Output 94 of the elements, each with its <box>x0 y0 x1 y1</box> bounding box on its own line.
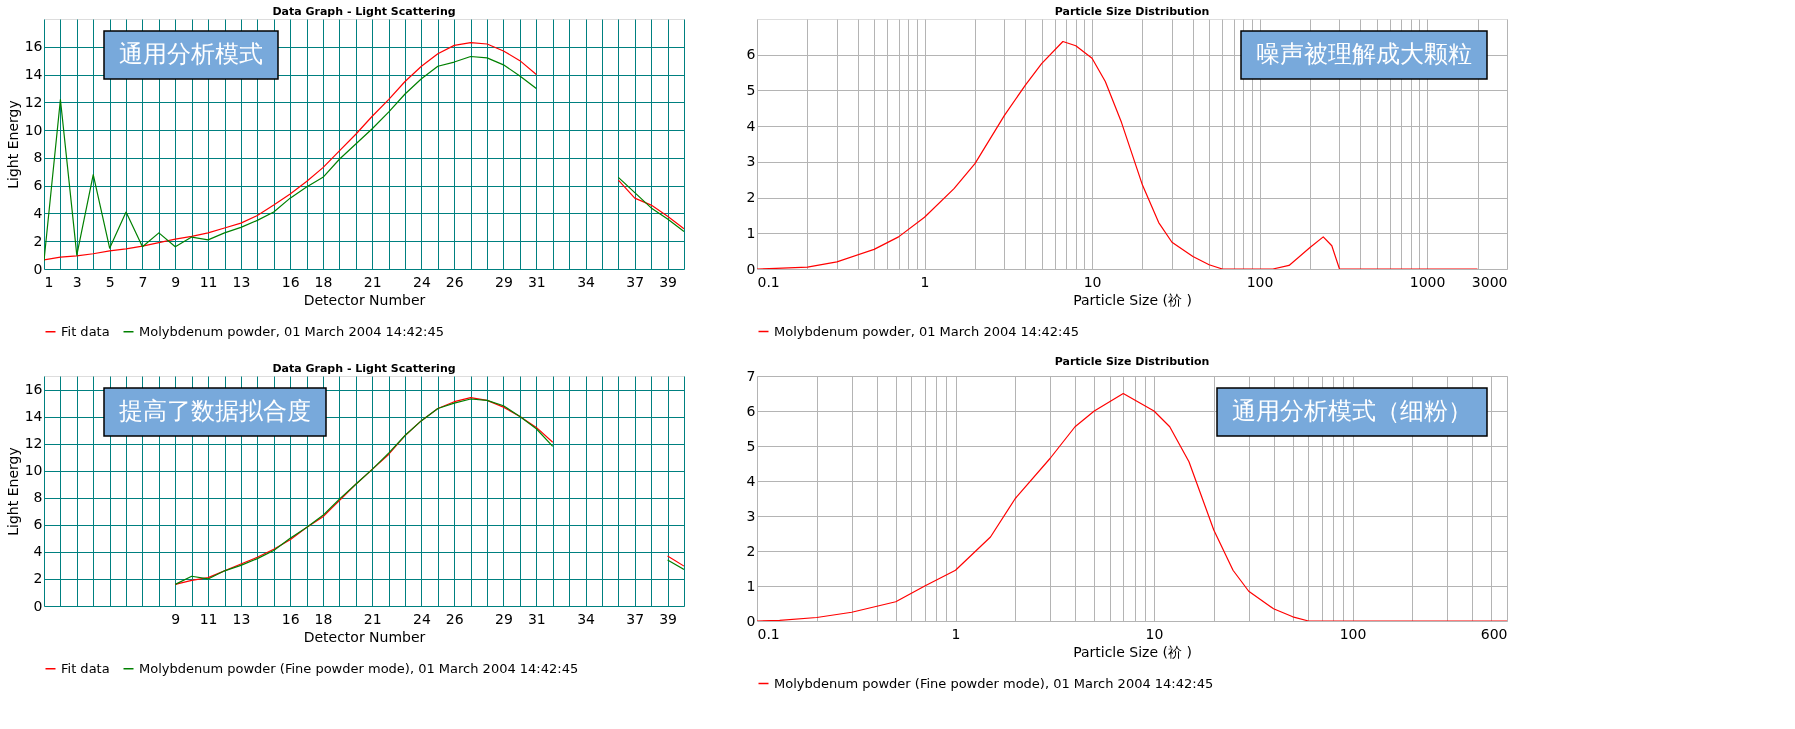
x-tick-label: 1000 <box>1409 273 1446 290</box>
y-tick-label: 1 <box>746 224 756 241</box>
x-tick-label: 3000 <box>1471 273 1508 290</box>
x-tick-label: 37 <box>626 610 645 627</box>
x-tick-label: 31 <box>527 273 546 290</box>
x-tick-label: 3 <box>72 273 82 290</box>
y-tick-label: 2 <box>33 570 43 587</box>
chart-title: Particle Size Distribution <box>1054 5 1210 18</box>
x-tick-label: 29 <box>495 610 513 627</box>
x-tick-label: 16 <box>281 610 300 627</box>
y-tick-label: 0 <box>746 260 756 277</box>
x-tick-label: 26 <box>445 610 464 627</box>
y-tick-label: 2 <box>746 542 756 559</box>
x-tick-label: 0.1 <box>757 625 780 642</box>
annotation: 通用分析模式 <box>119 40 263 68</box>
y-tick-label: 6 <box>746 402 756 419</box>
y-tick-label: 14 <box>24 66 43 83</box>
legend-label: Molybdenum powder, 01 March 2004 14:42:45 <box>774 323 1079 339</box>
y-tick-label: 12 <box>24 93 43 110</box>
y-tick-label: 14 <box>24 408 43 425</box>
y-tick-label: 5 <box>746 81 756 98</box>
x-tick-label: 26 <box>445 273 464 290</box>
x-tick-label: 5 <box>105 273 115 290</box>
x-tick-label: 18 <box>314 610 333 627</box>
y-tick-label: 8 <box>33 149 43 166</box>
x-tick-label: 37 <box>626 273 645 290</box>
x-tick-label: 24 <box>413 273 431 290</box>
y-tick-label: 16 <box>24 381 43 398</box>
x-tick-label: 34 <box>577 610 596 627</box>
legend-label: Molybdenum powder, 01 March 2004 14:42:45 <box>139 323 444 339</box>
x-tick-label: 9 <box>171 610 181 627</box>
x-tick-label: 10 <box>1083 273 1102 290</box>
annotation: 提高了数据拟合度 <box>119 397 311 425</box>
x-tick-label: 7 <box>138 273 148 290</box>
legend-label: Molybdenum powder (Fine powder mode), 01 March 2004 14:42:45 <box>139 660 579 676</box>
x-tick-label: 1 <box>951 625 961 642</box>
y-tick-label: 0 <box>33 597 43 614</box>
x-tick-label: 24 <box>413 610 431 627</box>
y-tick-label: 7 <box>746 367 756 384</box>
legend-label: Fit data <box>61 323 110 339</box>
y-tick-label: 6 <box>33 177 43 194</box>
y-tick-label: 0 <box>746 612 756 629</box>
chart-title: Data Graph - Light Scattering <box>272 5 456 18</box>
x-axis-title: Particle Size (祄 ) <box>1073 643 1192 660</box>
y-tick-label: 6 <box>746 46 756 63</box>
y-tick-label: 0 <box>33 260 43 277</box>
x-axis-title: Particle Size (祄 ) <box>1073 291 1192 308</box>
y-tick-label: 8 <box>33 489 43 506</box>
y-axis-title: Light Energy <box>4 447 21 536</box>
legend-label: Molybdenum powder (Fine powder mode), 01 March 2004 14:42:45 <box>774 675 1214 691</box>
y-axis-title: Light Energy <box>4 100 21 189</box>
y-tick-label: 3 <box>746 153 756 170</box>
chart-title: Data Graph - Light Scattering <box>272 362 456 375</box>
x-tick-label: 10 <box>1145 625 1164 642</box>
x-tick-label: 100 <box>1339 625 1367 642</box>
annotation: 通用分析模式（细粉） <box>1232 397 1472 425</box>
legend-label: Fit data <box>61 660 110 676</box>
x-tick-label: 11 <box>199 273 218 290</box>
annotation: 噪声被理解成大颗粒 <box>1256 40 1472 68</box>
y-tick-label: 4 <box>33 204 43 221</box>
y-tick-label: 6 <box>33 516 43 533</box>
y-tick-label: 4 <box>746 472 756 489</box>
x-tick-label: 13 <box>232 610 251 627</box>
y-tick-label: 1 <box>746 577 756 594</box>
x-tick-label: 21 <box>363 273 382 290</box>
x-tick-label: 100 <box>1246 273 1274 290</box>
x-axis-title: Detector Number <box>303 291 426 308</box>
x-tick-label: 39 <box>659 273 677 290</box>
y-tick-label: 16 <box>24 38 43 55</box>
x-tick-label: 16 <box>281 273 300 290</box>
x-tick-label: 11 <box>199 610 218 627</box>
y-tick-label: 10 <box>24 462 43 479</box>
y-tick-label: 12 <box>24 435 43 452</box>
x-tick-label: 39 <box>659 610 677 627</box>
x-tick-label: 29 <box>495 273 513 290</box>
x-tick-label: 1 <box>920 273 930 290</box>
x-tick-label: 13 <box>232 273 251 290</box>
chart-title: Particle Size Distribution <box>1054 355 1210 368</box>
x-axis-title: Detector Number <box>303 628 426 645</box>
x-tick-label: 600 <box>1480 625 1508 642</box>
y-tick-label: 4 <box>33 543 43 560</box>
x-tick-label: 31 <box>527 610 546 627</box>
x-tick-label: 21 <box>363 610 382 627</box>
x-tick-label: 18 <box>314 273 333 290</box>
y-tick-label: 2 <box>33 232 43 249</box>
x-tick-label: 34 <box>577 273 596 290</box>
y-tick-label: 5 <box>746 437 756 454</box>
x-tick-label: 1 <box>44 273 54 290</box>
x-tick-label: 0.1 <box>757 273 780 290</box>
y-tick-label: 2 <box>746 189 756 206</box>
x-tick-label: 9 <box>171 273 181 290</box>
y-tick-label: 10 <box>24 121 43 138</box>
y-tick-label: 4 <box>746 117 756 134</box>
y-tick-label: 3 <box>746 507 756 524</box>
